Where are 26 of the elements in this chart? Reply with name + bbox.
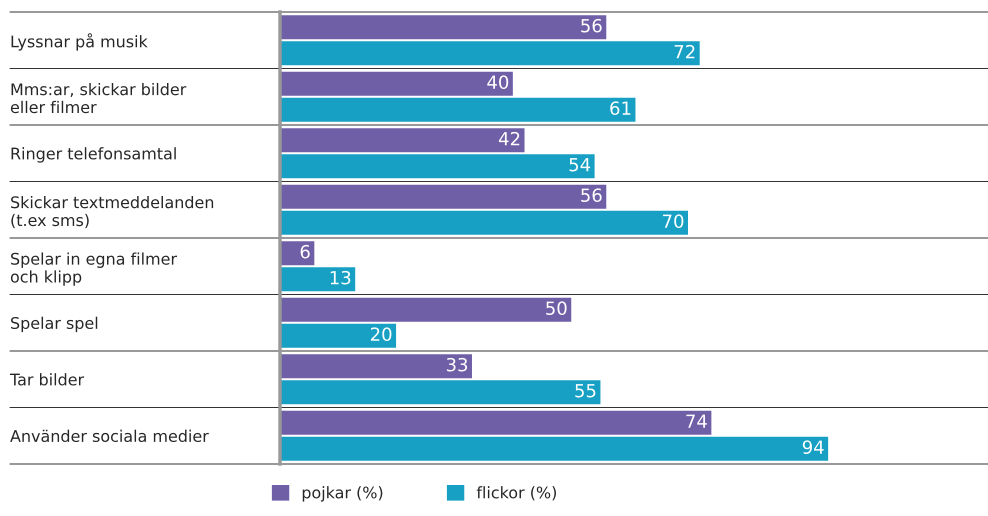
data-label: 50 — [546, 301, 567, 315]
data-label: 72 — [674, 44, 694, 58]
data-label: 61 — [610, 101, 630, 115]
data-label: 33 — [446, 358, 468, 372]
data-label: 74 — [686, 414, 707, 428]
y-tick-label: Spelar spel — [11, 316, 98, 332]
data-label: 94 — [802, 440, 824, 454]
y-tick-label: Tar bilder — [10, 373, 84, 386]
y-tick-label: Använder sociala medier — [10, 430, 209, 442]
data-label: 20 — [370, 327, 392, 341]
data-label: 42 — [498, 132, 520, 146]
y-tick-label: Lyssnar på musik — [12, 33, 148, 51]
y-tick-label: Mms:ar, skickar bilder eller filmer — [10, 82, 186, 114]
data-label: 56 — [581, 18, 602, 32]
y-tick-label: Skickar textmeddelanden (t.ex sms) — [11, 196, 214, 228]
legend-label: pojkar (%) — [302, 486, 382, 502]
y-tick-label: Spelar in egna filmer och klipp — [10, 252, 178, 286]
data-label: 55 — [575, 384, 596, 398]
data-label: 70 — [663, 214, 684, 228]
data-label: 56 — [581, 188, 602, 202]
data-label: 6 — [300, 244, 310, 258]
data-label: 40 — [487, 75, 508, 89]
data-label: 54 — [570, 158, 590, 172]
data-label: 13 — [330, 270, 350, 284]
legend-label: flickor (%) — [476, 486, 556, 500]
y-tick-label: Ringer telefonsamtal — [12, 147, 176, 163]
